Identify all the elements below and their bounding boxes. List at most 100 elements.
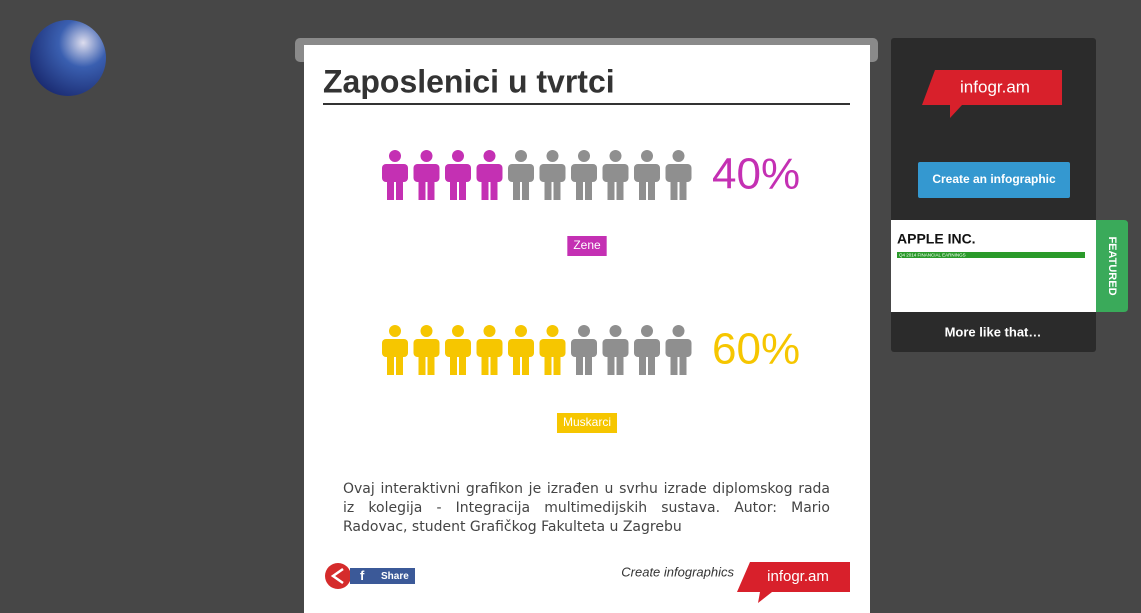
featured-title: APPLE INC. [897, 231, 976, 247]
icon-leg [450, 178, 457, 200]
featured-bar [897, 252, 1085, 258]
icon-body [571, 339, 597, 357]
person-icon [602, 150, 629, 200]
share-glyph [330, 567, 344, 585]
icon-leg [481, 353, 489, 375]
icon-leg [427, 178, 435, 200]
icon-body [602, 164, 629, 182]
icon-leg [648, 178, 655, 200]
icon-body [476, 339, 503, 357]
icon-leg [418, 178, 426, 200]
icon-leg [459, 178, 466, 200]
brand: infogr.am [767, 568, 829, 585]
icon-leg [544, 178, 552, 200]
icon-body [413, 339, 440, 357]
icon-body [508, 164, 534, 182]
icon-body [445, 339, 471, 357]
person-icon [476, 325, 503, 375]
icon-leg [387, 178, 394, 200]
icon-leg [607, 353, 615, 375]
icon-head [483, 325, 496, 337]
icon-head [578, 325, 590, 337]
icon-leg [670, 178, 678, 200]
icon-head [452, 150, 464, 162]
icon-body [413, 164, 440, 182]
person-icon [382, 150, 408, 200]
icon-leg [585, 178, 592, 200]
icon-head [452, 325, 464, 337]
icon-head [609, 325, 622, 337]
sidebar-brand: infogr.am [960, 77, 1030, 96]
icon-body [382, 339, 408, 357]
icon-leg [427, 353, 435, 375]
share-icon[interactable] [325, 563, 351, 589]
icon-leg [553, 178, 561, 200]
featured-subtitle: Q4 2014 FINANCIAL EARNINGS [899, 253, 966, 258]
icon-leg [616, 178, 624, 200]
person-icon [382, 325, 408, 375]
more-link[interactable]: More like that… [945, 324, 1042, 339]
person-icon [476, 150, 503, 200]
icon-leg [544, 353, 552, 375]
create-link[interactable]: Create infographics [621, 564, 734, 579]
icon-head [672, 325, 685, 337]
icon-head [546, 150, 559, 162]
icon-head [546, 325, 559, 337]
icon-leg [679, 178, 687, 200]
featured-card[interactable] [891, 220, 1096, 312]
description: Ovaj interaktivni grafikon je izrađen u … [343, 481, 830, 535]
person-icon [571, 325, 597, 375]
icon-leg [396, 353, 403, 375]
icon-leg [490, 353, 498, 375]
person-icon [571, 150, 597, 200]
person-icon [508, 325, 534, 375]
featured-tag: FEATURED [1106, 236, 1118, 295]
icon-leg [670, 353, 678, 375]
icon-leg [481, 178, 489, 200]
icon-head [578, 150, 590, 162]
sidebar-brand-flag[interactable] [922, 70, 1062, 118]
icon-leg [387, 353, 394, 375]
fb-f: f [360, 568, 365, 583]
avatar[interactable] [30, 20, 106, 96]
icon-leg [607, 178, 615, 200]
fb-share: Share [381, 571, 409, 582]
icon-head [641, 325, 653, 337]
person-icon [445, 150, 471, 200]
person-icon [508, 150, 534, 200]
icon-leg [553, 353, 561, 375]
icon-body [665, 164, 692, 182]
icon-leg [585, 353, 592, 375]
icon-leg [639, 178, 646, 200]
icon-leg [616, 353, 624, 375]
create-button[interactable] [918, 162, 1070, 198]
icon-leg [513, 178, 520, 200]
icon-body [602, 339, 629, 357]
person-icon [445, 325, 471, 375]
icon-leg [679, 353, 687, 375]
icon-body [476, 164, 503, 182]
icon-leg [648, 353, 655, 375]
person-icon [602, 325, 629, 375]
icon-head [672, 150, 685, 162]
person-icon [413, 150, 440, 200]
icon-leg [639, 353, 646, 375]
icon-head [515, 325, 527, 337]
title: Zaposlenici u tvrtci [323, 63, 615, 99]
brand-flag[interactable] [737, 562, 850, 603]
fb-button[interactable] [350, 568, 415, 584]
person-icon [665, 325, 692, 375]
icon-head [609, 150, 622, 162]
person-icon [539, 150, 566, 200]
category-box [556, 413, 618, 433]
icon-leg [576, 178, 583, 200]
person-icon [634, 325, 660, 375]
icon-body [634, 339, 660, 357]
percent-label: 40% [712, 150, 800, 199]
icon-head [420, 150, 433, 162]
percent-label: 60% [712, 325, 800, 374]
icon-leg [522, 353, 529, 375]
icon-head [515, 150, 527, 162]
icon-body [539, 339, 566, 357]
